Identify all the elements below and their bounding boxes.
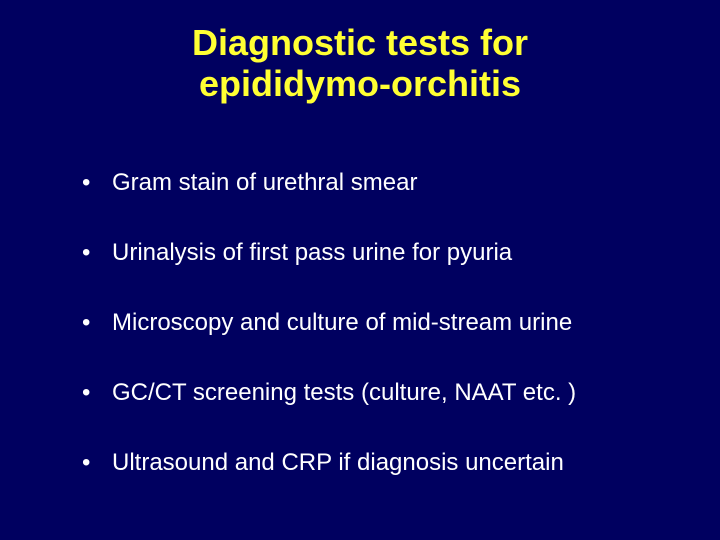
bullet-text: Ultrasound and CRP if diagnosis uncertai… [112,448,564,478]
bullet-glyph: • [82,308,112,338]
bullet-text: Urinalysis of first pass urine for pyuri… [112,238,512,268]
list-item: • Microscopy and culture of mid-stream u… [82,308,660,338]
slide-title: Diagnostic tests for epididymo-orchitis [0,0,720,105]
bullet-list: • Gram stain of urethral smear • Urinaly… [82,168,660,518]
bullet-glyph: • [82,378,112,408]
list-item: • Ultrasound and CRP if diagnosis uncert… [82,448,660,478]
bullet-text: Gram stain of urethral smear [112,168,417,198]
bullet-glyph: • [82,238,112,268]
bullet-glyph: • [82,448,112,478]
slide: Diagnostic tests for epididymo-orchitis … [0,0,720,540]
list-item: • GC/CT screening tests (culture, NAAT e… [82,378,660,408]
bullet-text: GC/CT screening tests (culture, NAAT etc… [112,378,576,408]
bullet-text: Microscopy and culture of mid-stream uri… [112,308,572,338]
list-item: • Gram stain of urethral smear [82,168,660,198]
list-item: • Urinalysis of first pass urine for pyu… [82,238,660,268]
bullet-glyph: • [82,168,112,198]
